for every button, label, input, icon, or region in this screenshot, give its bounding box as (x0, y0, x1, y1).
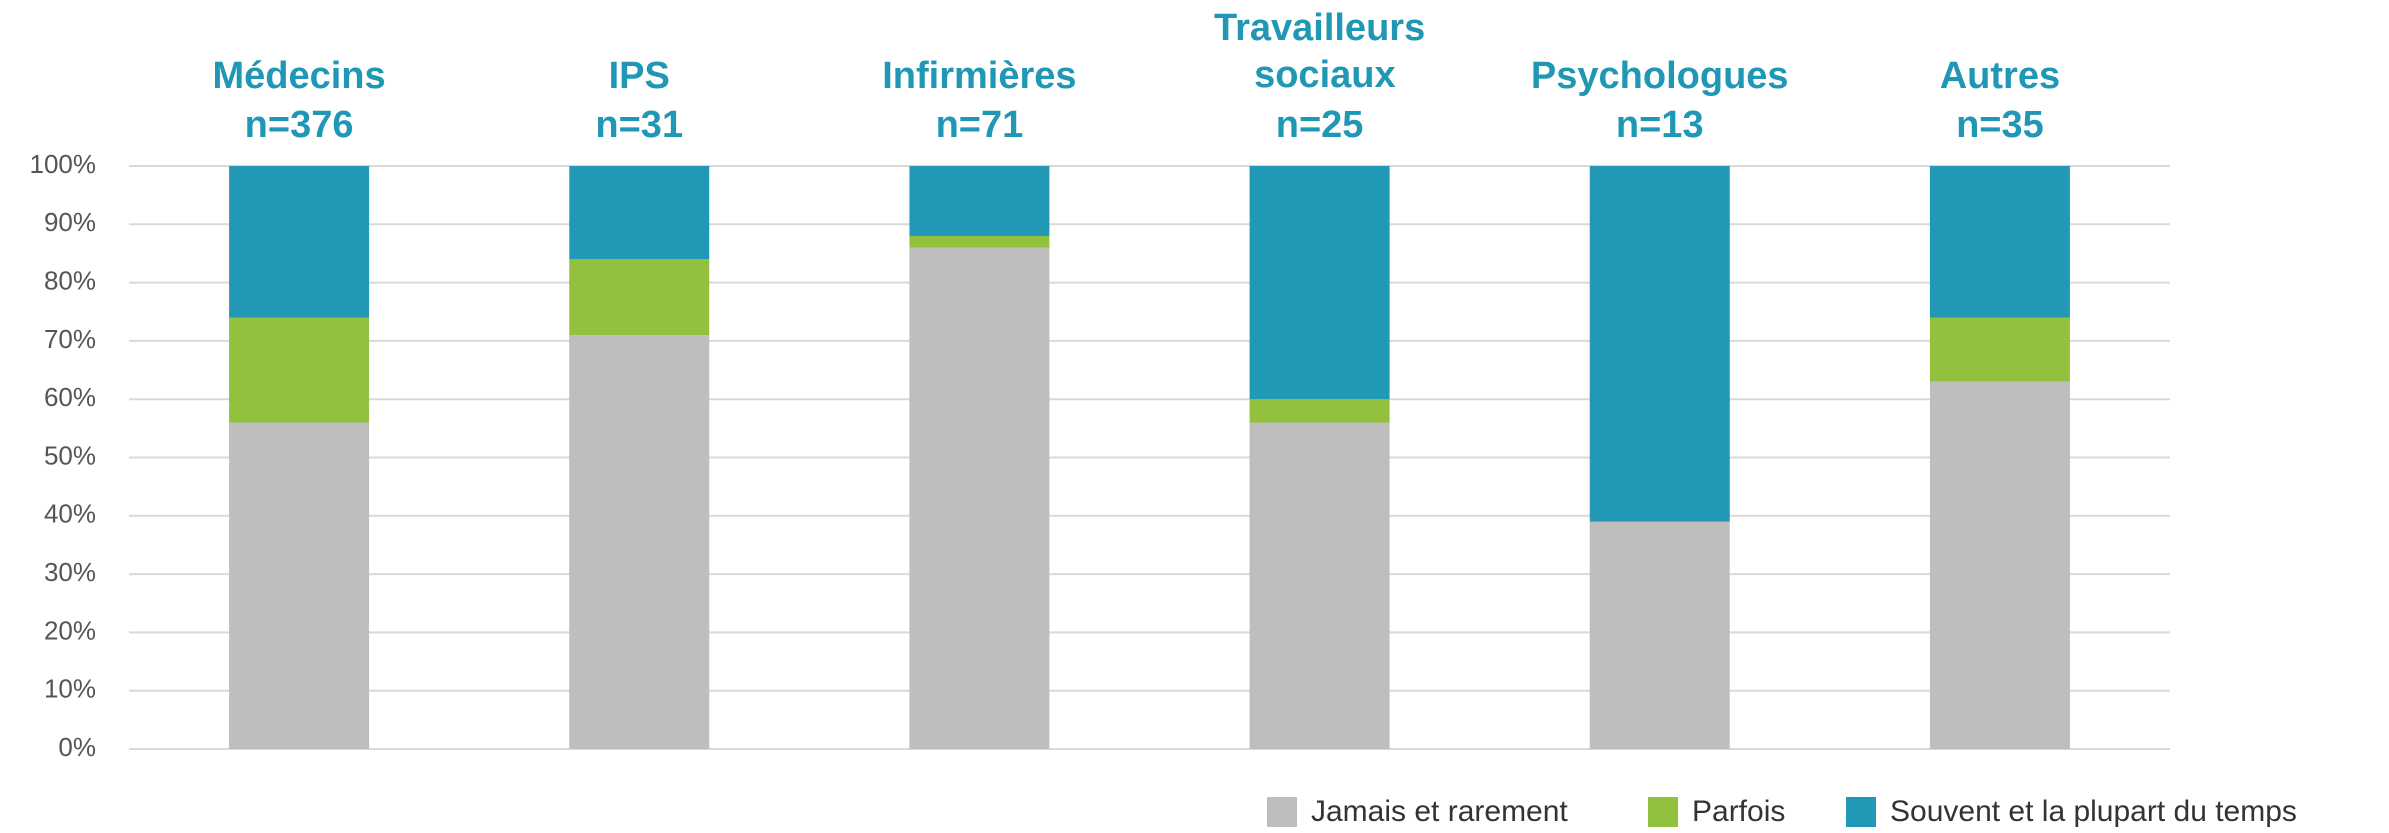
y-tick-label: 50% (44, 440, 96, 470)
y-tick-label: 80% (44, 265, 96, 295)
bar-segment (1589, 521, 1730, 749)
category-label: Infirmières (882, 55, 1076, 97)
legend-label: Jamais et rarement (1311, 795, 1568, 828)
legend-label: Souvent et la plupart du temps (1890, 795, 2297, 828)
bar-segment (1929, 166, 2070, 318)
y-tick-label: 100% (30, 149, 97, 179)
sample-size: n=25 (1276, 104, 1364, 146)
bar-segment (909, 235, 1050, 248)
sample-size: n=376 (245, 104, 354, 146)
bar-segment (1249, 399, 1390, 423)
bar-segment (229, 317, 370, 423)
bar-segment (229, 166, 370, 318)
category-label: Psychologues (1531, 55, 1789, 97)
legend-swatch (1648, 797, 1678, 827)
bar-segment (569, 259, 710, 336)
bar-segment (1589, 166, 1730, 522)
sample-size: n=31 (595, 104, 683, 146)
category-label: Travailleurs sociaux (1214, 7, 1425, 96)
bar-segment (569, 335, 710, 749)
bar-segment (569, 166, 710, 260)
category-label: IPS (609, 55, 670, 97)
bar-segment (909, 247, 1050, 749)
sample-size: n=71 (936, 104, 1024, 146)
y-tick-label: 70% (44, 324, 96, 354)
sample-size: n=35 (1956, 104, 2044, 146)
y-tick-label: 10% (44, 674, 96, 704)
y-tick-label: 40% (44, 499, 96, 529)
bar-segment (1929, 317, 2070, 382)
y-tick-label: 90% (44, 207, 96, 237)
bar-segment (1929, 381, 2070, 749)
y-tick-label: 0% (58, 732, 96, 762)
legend-swatch (1267, 797, 1297, 827)
bar-segment (229, 422, 370, 749)
y-tick-label: 60% (44, 382, 96, 412)
bar-segment (1249, 166, 1390, 400)
bar-segment (1249, 422, 1390, 749)
sample-size: n=13 (1616, 104, 1704, 146)
category-label: Médecins (212, 55, 385, 97)
y-tick-label: 30% (44, 557, 96, 587)
category-label: Autres (1940, 55, 2060, 97)
bar-segment (909, 166, 1050, 236)
y-tick-label: 20% (44, 615, 96, 645)
legend-swatch (1846, 797, 1876, 827)
legend-label: Parfois (1692, 795, 1785, 828)
